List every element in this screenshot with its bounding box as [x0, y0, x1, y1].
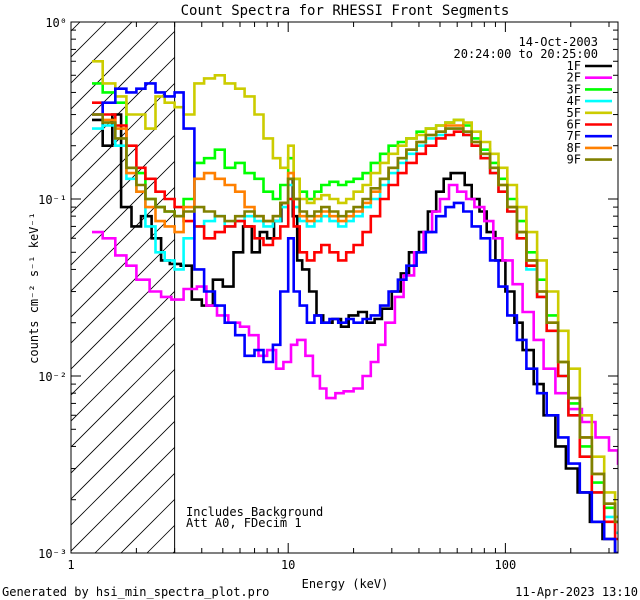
hatch-line — [614, 549, 618, 553]
axis-tick-labels: 1 10 100 10⁰ 10⁻¹ 10⁻² 10⁻³ — [38, 16, 516, 572]
footer-timestamp: 11-Apr-2023 13:10 — [515, 585, 638, 599]
x-tick-label: 1 — [67, 558, 74, 572]
legend-label-6F: 6F — [567, 118, 581, 132]
hatch-line — [71, 22, 237, 188]
x-tick-label: 10 — [281, 558, 295, 572]
hatch-line — [71, 22, 211, 162]
axis-ticks — [70, 22, 618, 554]
series-line-9F — [92, 113, 618, 524]
date-label: 14-Oct-2003 — [519, 35, 598, 49]
series-line-5F — [92, 60, 618, 519]
series-line-7F — [92, 82, 618, 553]
hatch-line — [71, 22, 185, 136]
time-range-label: 20:24:00 to 20:25:00 — [454, 47, 599, 61]
legend-label-2F: 2F — [567, 71, 581, 85]
hatch-line — [0, 22, 2, 553]
series-group — [92, 60, 618, 553]
legend-label-3F: 3F — [567, 82, 581, 96]
hatch-line — [71, 22, 263, 214]
series-line-2F — [92, 183, 618, 465]
y-tick-label: 10⁻¹ — [38, 193, 67, 207]
footer-generator: Generated by hsi_min_spectra_plot.pro — [2, 585, 269, 599]
attenuator-hatch-region — [0, 22, 618, 553]
background-note: Includes Background — [186, 505, 323, 519]
y-tick-label: 10⁻² — [38, 370, 67, 384]
hatch-mask — [174, 22, 618, 553]
hatch-line — [0, 22, 28, 553]
hatch-line — [71, 22, 107, 58]
attenuator-note: Att A0, FDecim 1 — [186, 516, 302, 530]
x-tick-label: 100 — [495, 558, 517, 572]
y-tick-label: 10⁰ — [45, 16, 67, 30]
series-line-3F — [92, 82, 618, 524]
y-tick-label: 10⁻³ — [38, 547, 67, 561]
y-axis-label: counts cm⁻² s⁻¹ keV⁻¹ — [27, 212, 41, 364]
legend-label-1F: 1F — [567, 59, 581, 73]
series-line-6F — [92, 101, 618, 541]
legend-label-8F: 8F — [567, 141, 581, 155]
hatch-line — [71, 22, 159, 110]
legend-label-7F: 7F — [567, 129, 581, 143]
chart-title: Count Spectra for RHESSI Front Segments — [181, 3, 510, 19]
legend-label-4F: 4F — [567, 94, 581, 108]
legend-label-5F: 5F — [567, 106, 581, 120]
plot-frame — [70, 21, 619, 554]
x-axis-label: Energy (keV) — [302, 577, 389, 591]
legend-label-9F: 9F — [567, 153, 581, 167]
